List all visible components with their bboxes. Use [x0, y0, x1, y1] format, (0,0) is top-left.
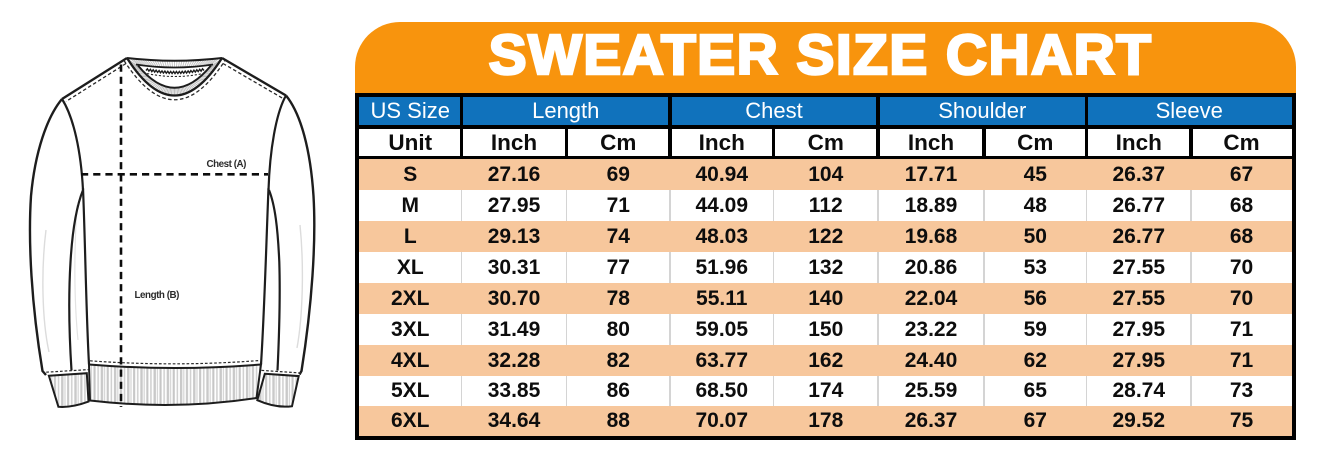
- svg-text:Length (B): Length (B): [135, 290, 180, 301]
- svg-text:Chest (A): Chest (A): [207, 159, 247, 170]
